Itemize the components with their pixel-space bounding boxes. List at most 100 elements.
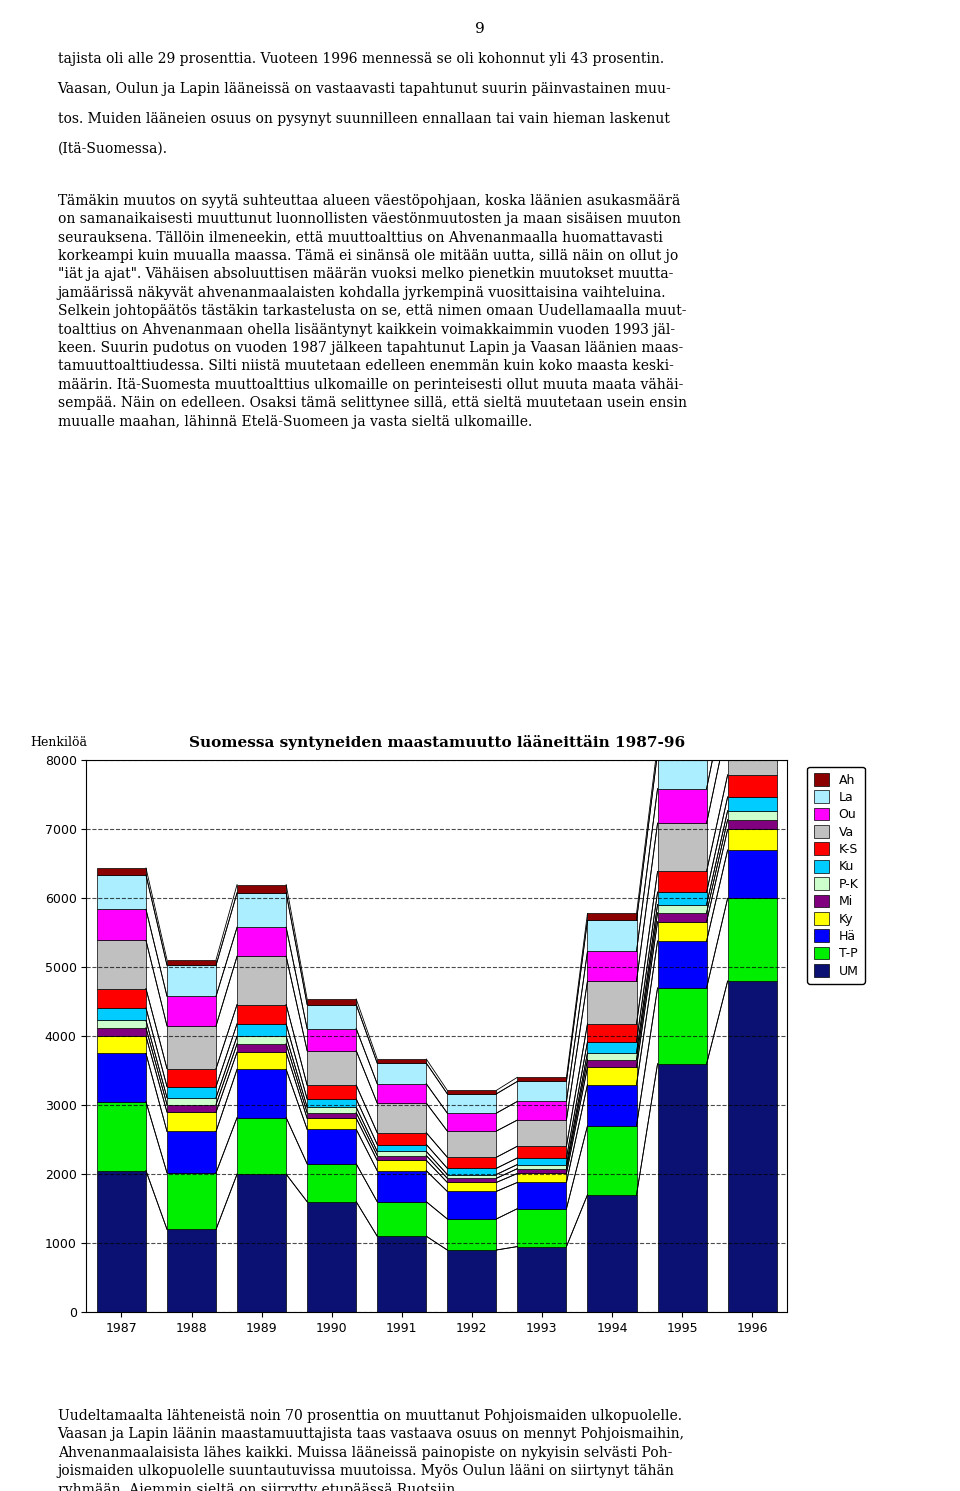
Bar [97,868,146,875]
Bar [447,1178,496,1182]
Bar [307,1164,356,1202]
Bar [97,910,146,941]
Bar [377,1103,426,1133]
Bar [167,996,216,1026]
Bar [588,1042,636,1053]
Bar [447,1175,496,1178]
Bar [447,1191,496,1220]
Bar [728,981,777,1312]
Text: (Itä-Suomessa).: (Itä-Suomessa). [58,142,168,155]
Text: Uudeltamaalta lähteneistä noin 70 prosenttia on muuttanut Pohjoismaiden ulkopuol: Uudeltamaalta lähteneistä noin 70 prosen… [58,1409,684,1491]
Bar [237,1044,286,1053]
Bar [658,871,707,892]
Bar [588,1126,636,1194]
Text: Tämäkin muutos on syytä suhteuttaa alueen väestöpohjaan, koska läänien asukasmää: Tämäkin muutos on syytä suhteuttaa aluee… [58,194,686,428]
Bar [167,1087,216,1097]
Bar [658,941,707,989]
Bar [307,999,356,1005]
Bar [447,1169,496,1175]
Bar [97,1036,146,1054]
Bar [728,820,777,829]
Bar [517,1182,566,1209]
Bar [307,1005,356,1029]
Bar [97,1027,146,1036]
Bar [377,1156,426,1160]
Bar [307,1099,356,1108]
Bar [237,1036,286,1044]
Bar [517,1173,566,1182]
Bar [307,1112,356,1118]
Bar [447,1114,496,1132]
Bar [728,686,777,723]
Bar [728,829,777,850]
Bar [167,960,216,965]
Bar [588,914,636,920]
Bar [728,811,777,820]
Bar [97,1054,146,1102]
Bar [377,1145,426,1151]
Text: Vaasan, Oulun ja Lapin lääneissä on vastaavasti tapahtunut suurin päinvastainen : Vaasan, Oulun ja Lapin lääneissä on vast… [58,82,671,95]
Bar [167,1097,216,1105]
Bar [517,1246,566,1312]
Bar [377,1151,426,1156]
Bar [588,920,636,951]
Bar [658,823,707,871]
Bar [658,789,707,823]
Bar [97,1170,146,1312]
Bar [167,1229,216,1312]
Bar [517,1209,566,1246]
Bar [307,1085,356,1099]
Bar [307,1202,356,1312]
Bar [97,875,146,910]
Bar [658,744,707,753]
Bar [728,898,777,981]
Bar [658,912,707,921]
Bar [447,1157,496,1169]
Bar [517,1120,566,1147]
Bar [237,1069,286,1118]
Bar [237,1175,286,1312]
Bar [588,951,636,981]
Bar [167,1069,216,1087]
Text: tos. Muiden lääneien osuus on pysynyt suunnilleen ennallaan tai vain hieman lask: tos. Muiden lääneien osuus on pysynyt su… [58,112,669,125]
Bar [377,1084,426,1103]
Bar [237,893,286,927]
Bar [517,1164,566,1169]
Bar [517,1169,566,1173]
Bar [377,1160,426,1170]
Bar [237,1118,286,1175]
Bar [307,1029,356,1051]
Bar [167,1105,216,1112]
Bar [447,1094,496,1114]
Bar [237,956,286,1005]
Text: Henkilöä: Henkilöä [31,737,87,750]
Bar [447,1090,496,1094]
Bar [517,1078,566,1081]
Bar [588,1060,636,1068]
Bar [728,775,777,798]
Bar [97,1020,146,1027]
Bar [588,981,636,1024]
Bar [97,941,146,989]
Bar [728,631,777,646]
Bar [517,1147,566,1159]
Title: Suomessa syntyneiden maastamuutto lääneittäin 1987-96: Suomessa syntyneiden maastamuutto läänei… [189,735,684,750]
Text: 9: 9 [475,22,485,36]
Bar [167,1112,216,1132]
Bar [237,1024,286,1036]
Bar [588,1024,636,1042]
Bar [658,892,707,905]
Bar [658,1065,707,1312]
Bar [728,646,777,686]
Bar [167,1173,216,1229]
Bar [658,905,707,912]
Bar [447,1220,496,1249]
Bar [237,1005,286,1024]
Bar [658,989,707,1065]
Bar [167,965,216,996]
Bar [237,884,286,893]
Bar [658,921,707,941]
Bar [728,723,777,775]
Bar [377,1236,426,1312]
Bar [588,1084,636,1126]
